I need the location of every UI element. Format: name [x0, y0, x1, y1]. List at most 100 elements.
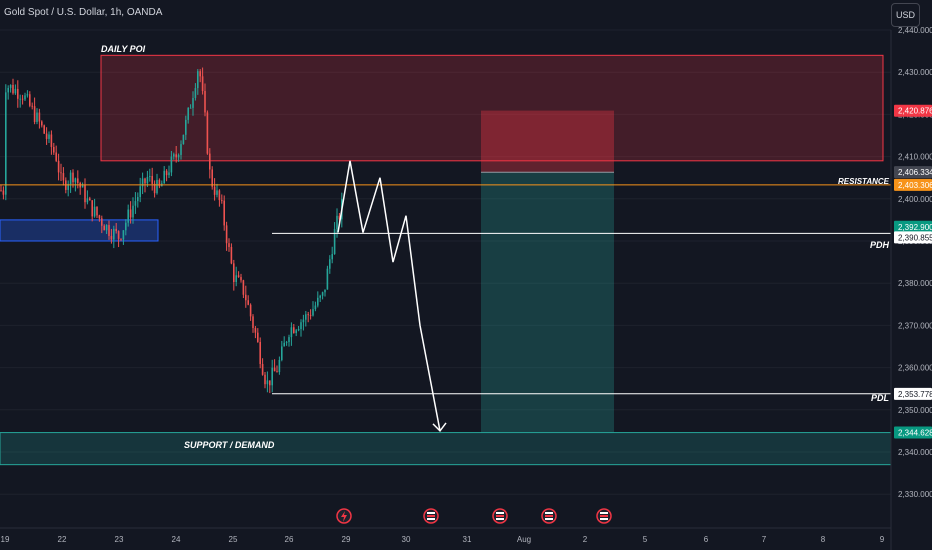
candle-body [285, 342, 288, 343]
x-tick-label: 29 [342, 535, 351, 544]
candle-body [182, 134, 185, 145]
candle-body [74, 178, 77, 183]
candles-group [0, 67, 343, 394]
price-label-text: 2,390.855 [898, 233, 932, 242]
lightning-bolt [341, 511, 347, 522]
candle-body [153, 183, 156, 194]
candle-body [77, 178, 79, 183]
symbol-title: Gold Spot / U.S. Dollar, 1h, OANDA [4, 7, 163, 18]
us-flag-event-icon[interactable] [492, 508, 508, 524]
candle-body [271, 367, 273, 386]
candle-body [240, 277, 242, 281]
candle-body [24, 95, 26, 100]
candle-body [269, 380, 271, 386]
y-tick-label: 2,380.000 [898, 279, 932, 288]
price-label-tag [894, 178, 932, 191]
candle-body [185, 119, 187, 135]
price-label-text: 2,420.876 [898, 107, 932, 116]
x-tick-label: 30 [402, 535, 411, 544]
candle-body [86, 198, 89, 203]
candle-body [129, 209, 132, 218]
candle-body [12, 84, 14, 94]
candle-body [247, 300, 249, 305]
candle-body [62, 173, 65, 181]
candle-body [60, 172, 62, 174]
candle-body [297, 329, 300, 331]
blue-zone [0, 219, 159, 242]
candle-body [216, 190, 218, 195]
candle-body [139, 186, 141, 198]
flag-stripe [600, 515, 608, 517]
candle-body [336, 215, 338, 230]
flag-stripe [496, 518, 504, 520]
candle-body [312, 309, 314, 316]
candle-body [21, 98, 24, 100]
candle-body [218, 190, 221, 201]
flag-stripe [496, 515, 504, 517]
us-flag-event-icon[interactable] [541, 508, 557, 524]
candle-body [19, 98, 21, 100]
candle-body [122, 230, 125, 240]
price-label-tag [894, 104, 932, 117]
flag-stripe [496, 512, 504, 514]
candle-body [324, 289, 326, 293]
candle-body [329, 259, 331, 269]
candle-body [127, 209, 129, 223]
candle-body [108, 225, 110, 236]
resistance-label: RESISTANCE [838, 177, 890, 186]
flag-stripe [545, 518, 553, 520]
candle-body [149, 176, 151, 177]
candle-body [209, 153, 211, 170]
candle-body [333, 229, 336, 255]
y-tick-label: 2,350.000 [898, 406, 932, 415]
candle-body [199, 71, 201, 77]
pdh-label: PDH [870, 240, 890, 250]
y-tick-label: 2,360.000 [898, 364, 932, 373]
daily-poi-label: DAILY POI [101, 44, 146, 54]
candle-body [89, 198, 91, 201]
candle-body [26, 94, 29, 96]
candle-body [225, 225, 228, 244]
x-tick-label: 22 [58, 535, 67, 544]
candle-body [187, 108, 189, 120]
candle-body [31, 105, 33, 107]
candle-body [33, 106, 36, 122]
projection-arrowhead [432, 422, 447, 433]
candle-body [29, 94, 31, 106]
lightning-event-icon[interactable] [336, 508, 352, 524]
candle-body [50, 134, 53, 147]
position-target-zone [481, 172, 614, 433]
candle-body [170, 156, 173, 173]
candle-body [309, 314, 312, 316]
candle-body [7, 87, 9, 93]
candle-body [53, 146, 55, 153]
flag-stripe [600, 512, 608, 514]
candle-body [117, 231, 120, 239]
price-label-text: 2,353.778 [898, 390, 932, 399]
candle-body [293, 327, 295, 333]
x-tick-label: 23 [115, 535, 124, 544]
candle-body [319, 295, 321, 298]
candle-body [120, 238, 122, 240]
candle-body [175, 154, 177, 158]
candle-body [276, 371, 278, 373]
us-flag-event-icon[interactable] [596, 508, 612, 524]
candle-body [194, 88, 197, 98]
price-label-text: 2,406.334 [898, 168, 932, 177]
candle-body [288, 337, 290, 343]
candle-body [72, 172, 74, 183]
us-flag-event-icon[interactable] [423, 508, 439, 524]
candle-body [221, 200, 223, 201]
candle-body [180, 144, 182, 155]
candle-body [259, 341, 261, 364]
support-demand-zone [0, 432, 894, 466]
y-tick-label: 2,340.000 [898, 448, 932, 457]
candle-body [105, 225, 108, 231]
currency-button[interactable]: USD [891, 3, 920, 27]
candle-body [295, 330, 297, 333]
x-tick-label: 5 [643, 535, 648, 544]
flag-stripe [600, 518, 608, 520]
daily-poi-zone [100, 54, 884, 162]
candle-body [197, 71, 199, 89]
